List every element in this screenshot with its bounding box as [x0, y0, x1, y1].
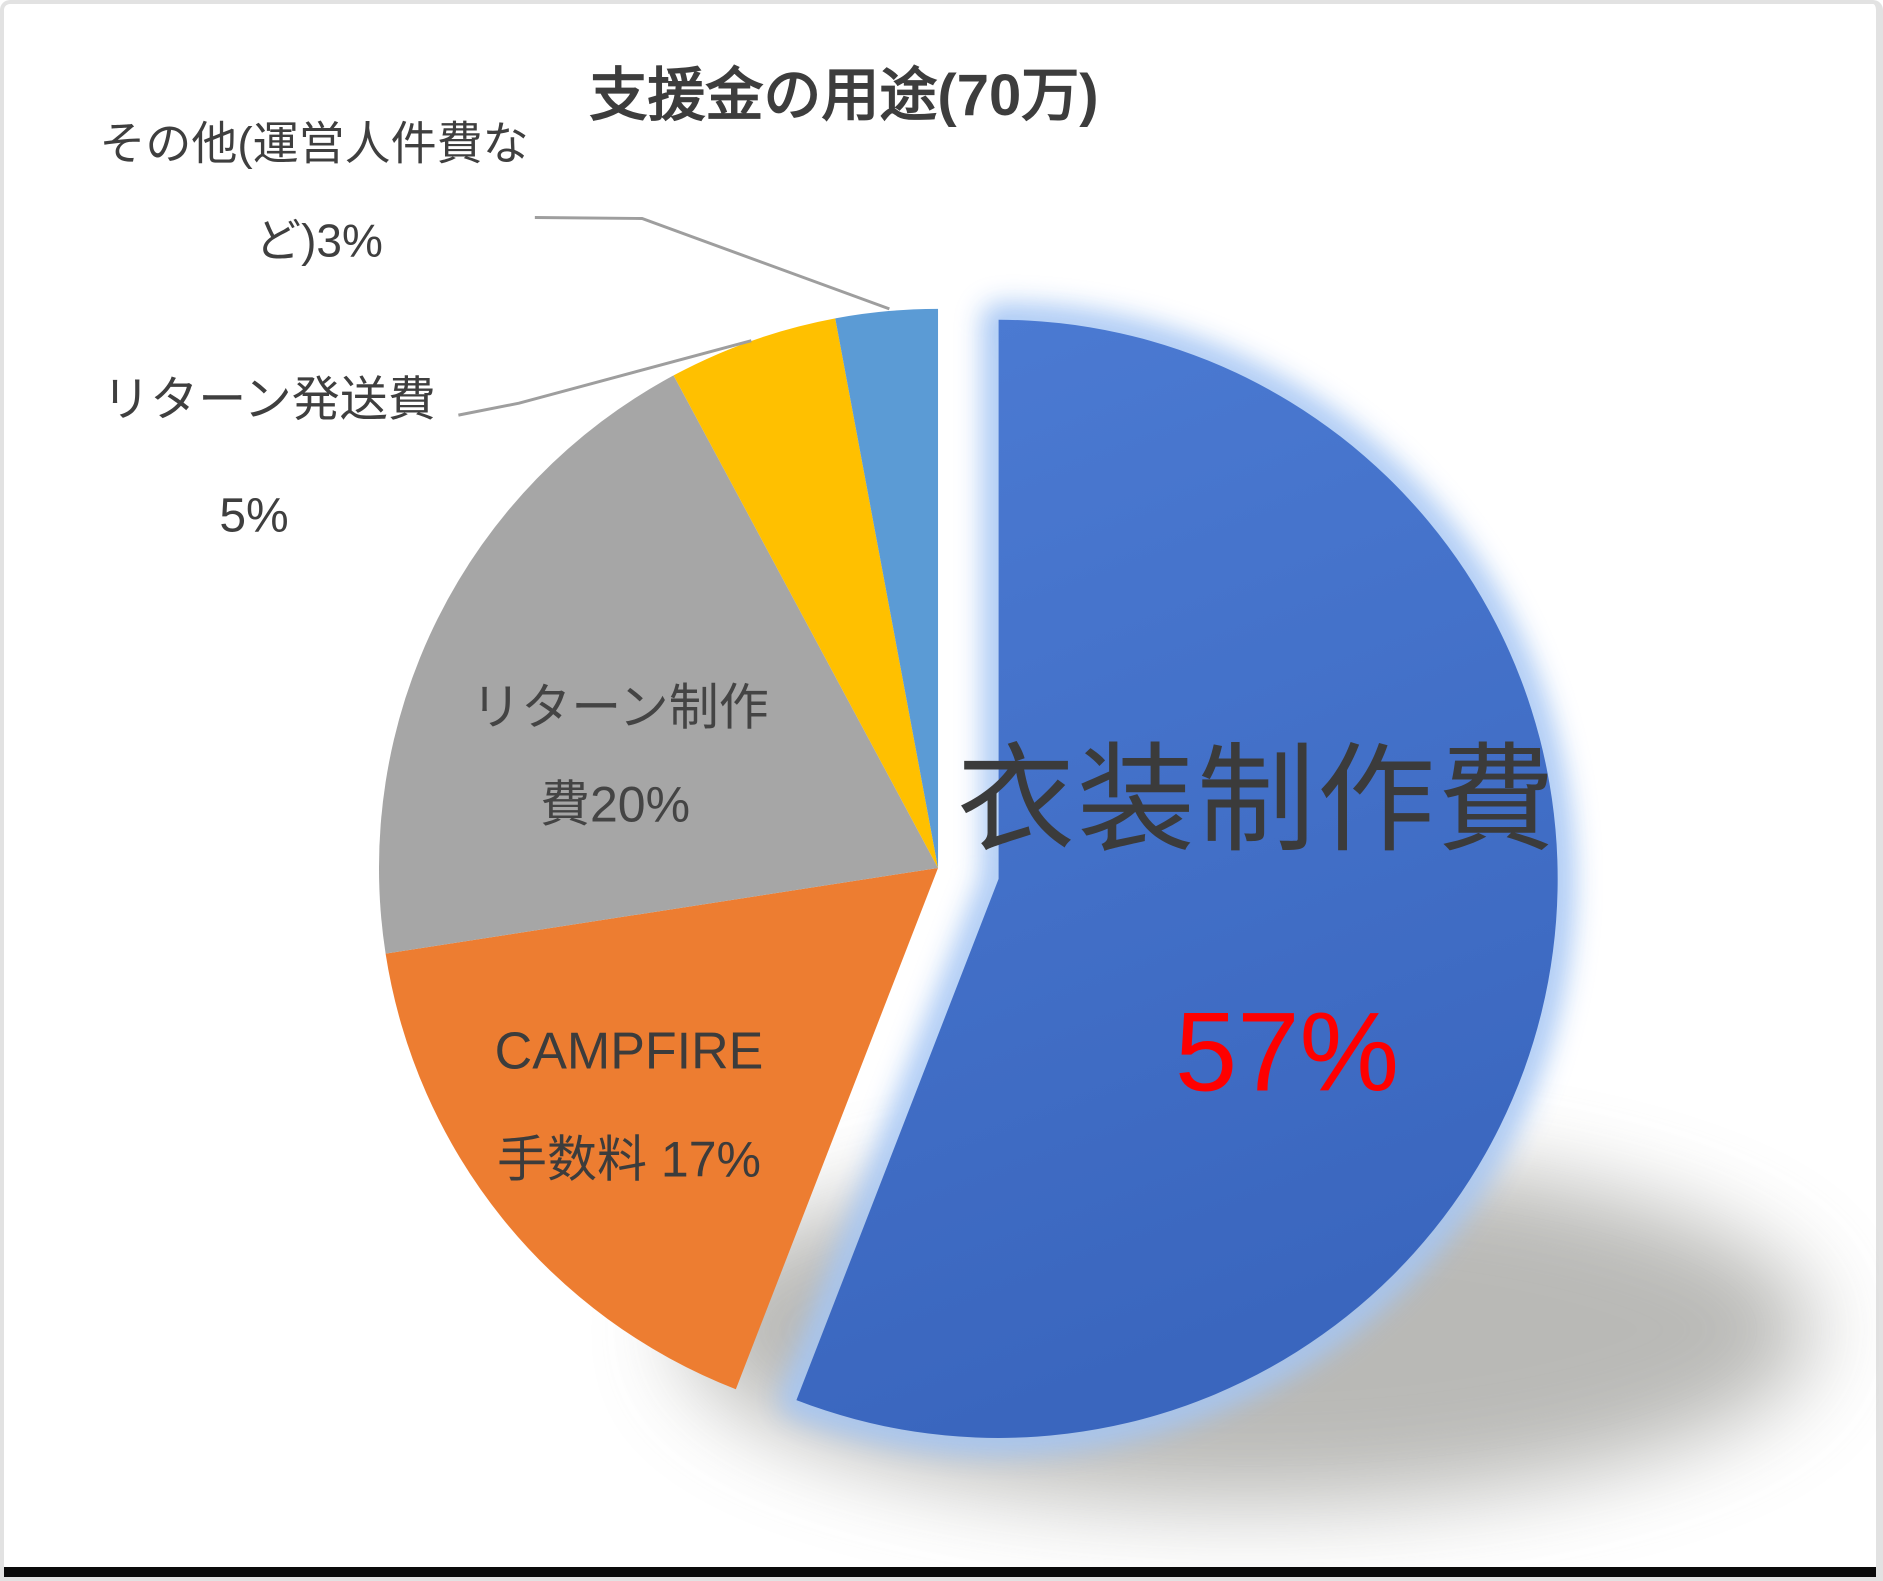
- label-campfire-line2: 手数料 17%: [497, 1131, 761, 1188]
- label-shipping-line2: 5%: [219, 489, 289, 543]
- label-costume-percent: 57%: [1174, 989, 1400, 1115]
- label-other-line1: その他(運営人件費な: [99, 117, 529, 170]
- chart-title: 支援金の用途(70万): [589, 63, 1099, 129]
- pie-chart: [378, 216, 1814, 1504]
- pie-slice-return-production: [378, 375, 939, 954]
- label-return-production-line2: 費20%: [539, 776, 691, 833]
- bottom-border-bar: [4, 1567, 1876, 1577]
- label-return-production-line1: リターン制作: [471, 679, 769, 736]
- pie-slice-costume: [796, 319, 1558, 1438]
- pie-slice-campfire-fee: [385, 867, 939, 1390]
- label-costume-name: 衣装制作費: [956, 735, 1558, 868]
- leader-line-other: [534, 216, 890, 311]
- label-campfire-line1: CAMPFIRE: [494, 1022, 764, 1081]
- pie-slice-other: [835, 308, 939, 868]
- leader-line-shipping: [458, 339, 752, 417]
- pie-slice-return-shipping: [673, 318, 939, 868]
- label-shipping-line1: リターン発送費: [102, 373, 436, 427]
- label-other-line2: ど)3%: [255, 214, 383, 267]
